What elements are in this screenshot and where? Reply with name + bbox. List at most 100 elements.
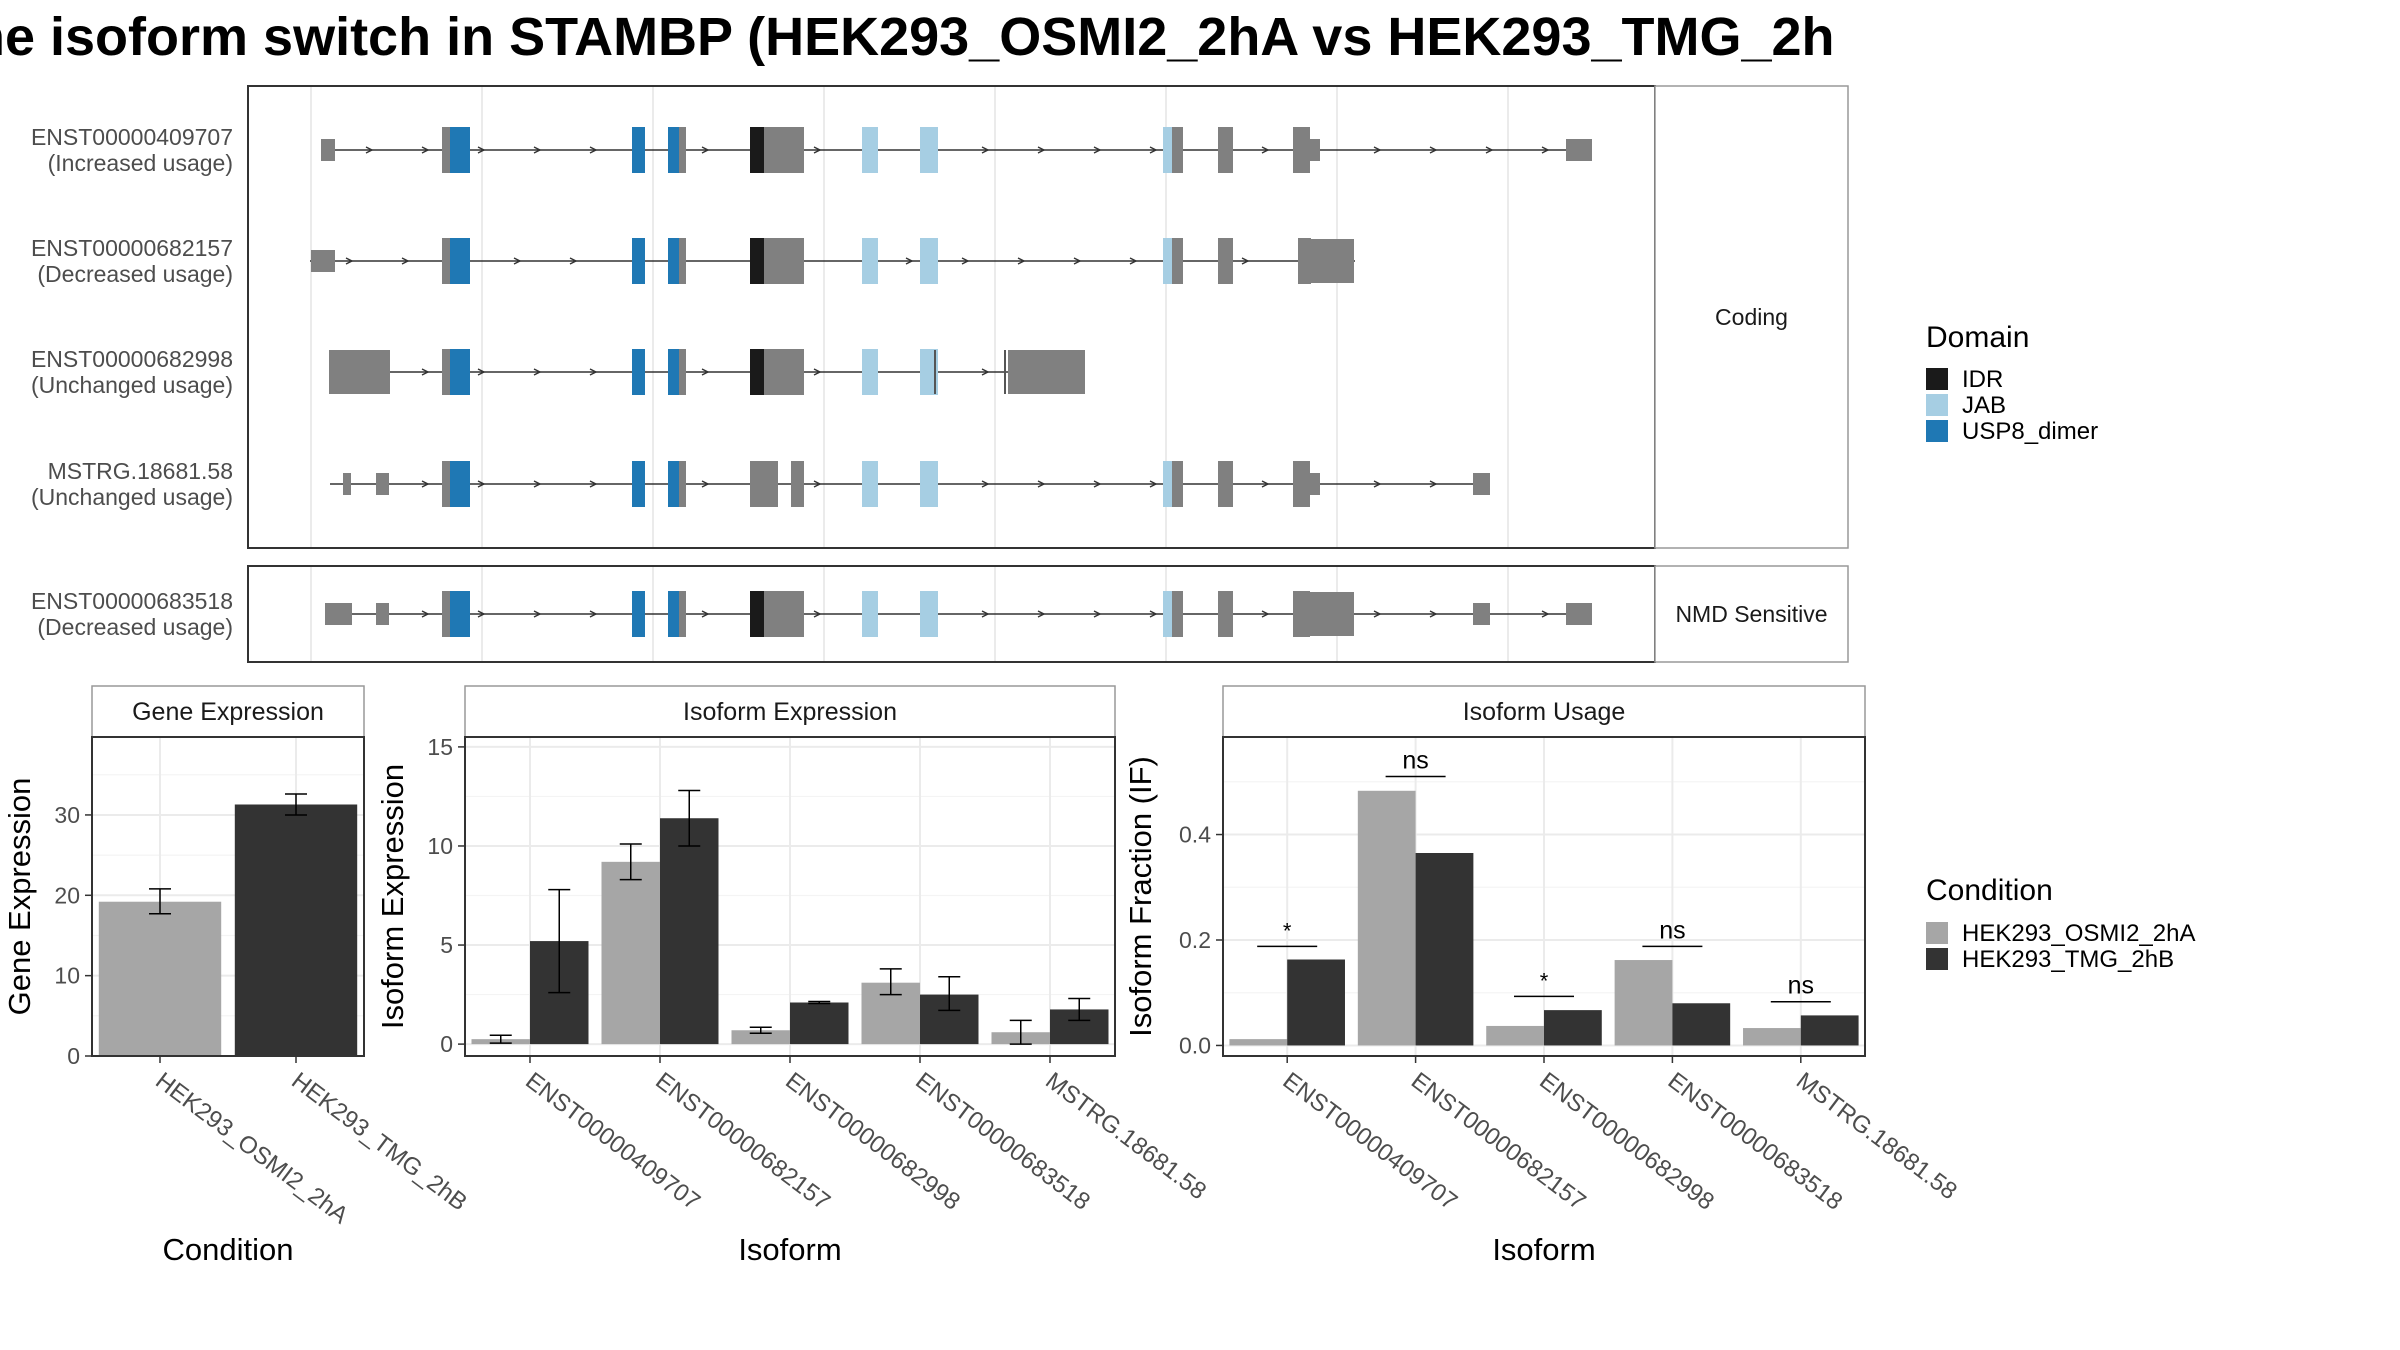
jab-domain xyxy=(920,127,938,173)
bar xyxy=(1357,790,1416,1046)
strand-arrow xyxy=(401,257,410,265)
exon xyxy=(1473,473,1490,495)
transcript-usage-label: (Decreased usage) xyxy=(37,614,233,640)
strand-arrow xyxy=(477,610,486,618)
domain-legend-key xyxy=(1926,394,1948,416)
transcript-usage-label: (Unchanged usage) xyxy=(31,372,233,398)
strand-arrow xyxy=(513,257,522,265)
bar xyxy=(731,1030,790,1045)
isoform-expression-chart: Isoform Expression051015ENST00000409707E… xyxy=(375,685,1211,1267)
jab-domain xyxy=(1163,591,1172,637)
strand-arrow xyxy=(533,368,542,376)
jab-domain xyxy=(920,591,938,637)
transcript-row: ENST00000409707(Increased usage) xyxy=(31,124,1592,176)
bar xyxy=(1415,853,1474,1046)
strand-arrow xyxy=(813,146,822,154)
idr-domain xyxy=(750,238,764,284)
x-axis-title: Condition xyxy=(163,1232,294,1267)
y-tick-label: 20 xyxy=(54,882,80,908)
exon xyxy=(1172,591,1183,637)
bar xyxy=(1743,1028,1801,1046)
strand-arrow xyxy=(981,480,990,488)
strand-arrow xyxy=(961,257,970,265)
condition-legend-key xyxy=(1926,948,1948,970)
exon xyxy=(311,250,335,272)
strand-arrow xyxy=(905,257,914,265)
strand-arrow xyxy=(981,610,990,618)
strand-arrow xyxy=(533,146,542,154)
strand-arrow xyxy=(1037,480,1046,488)
usp8-dimer-domain xyxy=(632,127,645,173)
exon xyxy=(1310,473,1320,495)
strand-arrow xyxy=(1373,610,1382,618)
usp8-dimer-domain xyxy=(632,461,645,507)
bar xyxy=(790,1002,849,1045)
idr-domain xyxy=(750,591,764,637)
strand-arrow xyxy=(1037,146,1046,154)
exon xyxy=(1008,350,1085,394)
transcript-usage-label: (Increased usage) xyxy=(48,150,233,176)
usp8-dimer-domain xyxy=(632,591,645,637)
domain-legend-label: IDR xyxy=(1962,366,2003,393)
x-axis-title: Isoform xyxy=(738,1232,841,1267)
usp8-dimer-domain xyxy=(668,127,679,173)
exon xyxy=(442,238,450,284)
y-tick-label: 10 xyxy=(54,963,80,989)
strand-arrow xyxy=(701,368,710,376)
y-tick-label: 30 xyxy=(54,802,80,828)
exon xyxy=(1218,591,1233,637)
domain-legend-title: Domain xyxy=(1926,321,2029,354)
exon xyxy=(442,127,450,173)
x-axis-title: Isoform xyxy=(1492,1232,1595,1267)
exon xyxy=(791,461,804,507)
strand-arrow xyxy=(701,610,710,618)
facet-strip xyxy=(1654,85,1849,549)
bar xyxy=(601,861,660,1045)
y-tick-label: 15 xyxy=(427,734,453,760)
jab-domain xyxy=(920,238,938,284)
condition-legend-label: HEK293_OSMI2_2hA xyxy=(1962,920,2195,947)
significance-label: * xyxy=(1283,918,1292,943)
exon xyxy=(1218,127,1233,173)
strand-arrow xyxy=(477,146,486,154)
exon xyxy=(343,473,351,495)
y-tick-label: 0 xyxy=(67,1043,80,1069)
bar xyxy=(1486,1025,1544,1046)
bar xyxy=(1544,1010,1602,1046)
strand-arrow xyxy=(1093,610,1102,618)
bar xyxy=(1614,960,1673,1046)
exon xyxy=(376,603,389,625)
usp8-dimer-domain xyxy=(632,238,645,284)
y-tick-label: 0 xyxy=(440,1031,453,1057)
isoform-usage-chart: Isoform Usage*ns*nsns0.00.20.4ENST000004… xyxy=(1123,685,1962,1267)
condition-legend-key xyxy=(1926,922,1948,944)
exon xyxy=(764,127,804,173)
exon xyxy=(1293,461,1310,507)
strand-arrow xyxy=(1093,146,1102,154)
strand-arrow xyxy=(589,610,598,618)
exon xyxy=(1566,603,1592,625)
condition-legend-label: HEK293_TMG_2hB xyxy=(1962,946,2174,973)
significance-label: ns xyxy=(1788,972,1814,1000)
jab-domain xyxy=(862,349,878,395)
panel-border xyxy=(91,736,365,1057)
strand-arrow xyxy=(589,368,598,376)
transcript-id-label: ENST00000683518 xyxy=(31,588,233,614)
facet-label: Coding xyxy=(1715,304,1788,330)
significance-label: ns xyxy=(1402,747,1428,775)
transcript-id-label: MSTRG.18681.58 xyxy=(48,458,233,484)
facet-label: NMD Sensitive xyxy=(1675,601,1827,627)
exon xyxy=(325,603,352,625)
strand-arrow xyxy=(1261,610,1270,618)
usp8-dimer-domain xyxy=(450,349,470,395)
facet-strip xyxy=(1654,565,1849,663)
figure-title: ne isoform switch in STAMBP (HEK293_OSMI… xyxy=(0,7,1835,67)
jab-domain xyxy=(862,591,878,637)
exon xyxy=(1566,139,1592,161)
strand-arrow xyxy=(1129,257,1138,265)
usp8-dimer-domain xyxy=(450,238,470,284)
jab-domain xyxy=(920,349,938,395)
strand-arrow xyxy=(421,146,430,154)
